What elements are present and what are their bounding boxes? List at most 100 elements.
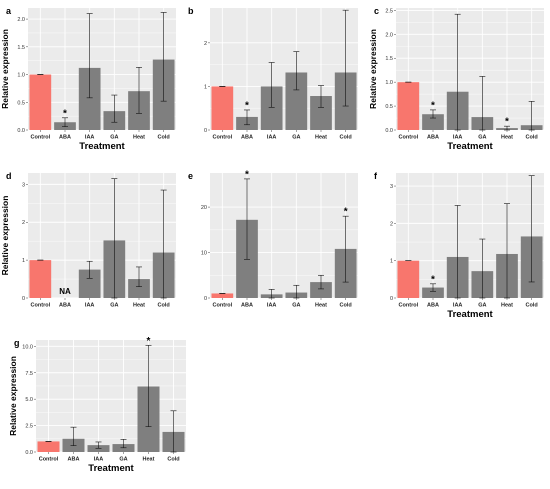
category-label: Control — [399, 135, 419, 141]
category-label: ABA — [241, 135, 253, 141]
category-label: IAA — [85, 303, 95, 309]
y-tick-label: 2 — [390, 221, 393, 227]
error-bar-heat — [145, 344, 152, 427]
category-label: Control — [31, 303, 51, 309]
y-tick-label: 10 — [201, 251, 207, 257]
y-tick-label: 1 — [22, 258, 25, 264]
y-tick-label: 1 — [390, 259, 393, 265]
y-tick-label: 2.5 — [385, 8, 393, 14]
category-label: ABA — [68, 457, 80, 463]
category-label: Cold — [167, 457, 179, 463]
plot-background — [396, 173, 544, 298]
error-bar-heat — [136, 67, 142, 114]
y-tick-label: 0 — [390, 296, 393, 302]
panel-letter: d — [6, 171, 12, 181]
error-bar-heat — [136, 266, 142, 287]
bar-control — [29, 260, 52, 298]
x-axis-title: Treatment — [88, 463, 134, 474]
y-tick-label: 10.0 — [22, 344, 33, 350]
panel-g: 0.0 2.5 5.0 7.5 10.0 * Control ABA IAA GA Heat Cold… — [8, 336, 186, 474]
bar-control — [211, 293, 234, 298]
bar-aba — [422, 114, 444, 130]
y-tick-label: 2.5 — [25, 424, 33, 430]
error-bar-aba — [430, 109, 436, 119]
bar-control — [29, 74, 52, 130]
bar-iaa — [78, 67, 101, 130]
category-label: ABA — [59, 303, 71, 309]
error-bar-heat — [318, 274, 324, 290]
significance-star: * — [344, 207, 348, 218]
category-label: ABA — [427, 135, 439, 141]
panel-d: 0 1 2 3 NA Control ABA IAA GA Heat Cold d Relative e… — [0, 171, 176, 309]
error-bar-aba — [244, 109, 250, 126]
category-label: Heat — [143, 457, 155, 463]
y-tick-label: 3 — [390, 184, 393, 190]
y-tick-label: 2.0 — [385, 32, 393, 38]
panel-e: 0 10 20 * * Control ABA IAA GA Heat Cold e — [188, 169, 358, 309]
error-bar-cold — [342, 9, 349, 107]
y-axis-title: Relative expression — [8, 356, 18, 436]
y-axis-title: Relative expression — [368, 29, 378, 109]
category-label: IAA — [267, 303, 277, 309]
x-axis-title: Treatment — [447, 141, 493, 152]
error-bar-aba — [62, 117, 68, 127]
error-bar-cold — [160, 12, 167, 102]
y-tick-label: 0.0 — [17, 128, 25, 134]
error-bar-cold — [528, 175, 535, 283]
error-bar-iaa — [95, 441, 102, 449]
category-label: Control — [39, 457, 59, 463]
bar-control — [397, 82, 420, 130]
plot-background — [28, 173, 176, 298]
y-tick-label: 3 — [22, 182, 25, 188]
category-label: Heat — [501, 303, 513, 309]
error-bar-heat — [318, 85, 324, 108]
y-tick-label: 1 — [204, 84, 207, 90]
significance-star: * — [147, 336, 151, 347]
plot-background — [36, 340, 186, 452]
panel-letter: g — [14, 338, 20, 348]
error-bar-iaa — [86, 260, 93, 279]
category-label: Heat — [315, 135, 327, 141]
bar-ga — [285, 72, 308, 130]
error-bar-ga — [111, 94, 118, 123]
y-tick-label: 2.0 — [17, 17, 25, 23]
y-tick-label: 1.5 — [385, 56, 393, 62]
y-tick-label: 2 — [204, 41, 207, 47]
error-bar-aba — [70, 426, 77, 446]
y-tick-label: 1.0 — [17, 73, 25, 79]
category-label: Cold — [340, 303, 352, 309]
category-label: GA — [292, 303, 300, 309]
y-tick-label: 0 — [204, 296, 207, 302]
y-tick-label: 2 — [22, 220, 25, 226]
panel-letter: b — [188, 6, 194, 16]
y-tick-label: 0 — [22, 296, 25, 302]
error-bar-ga — [293, 51, 300, 91]
panel-letter: c — [374, 6, 379, 16]
plot-background — [396, 8, 544, 130]
y-tick-label: 0.0 — [25, 450, 33, 456]
category-label: Cold — [158, 303, 170, 309]
x-axis-title: Treatment — [79, 141, 125, 152]
category-label: ABA — [241, 303, 253, 309]
error-bar-aba — [430, 283, 436, 292]
y-tick-label: 20 — [201, 205, 207, 211]
significance-star: * — [431, 274, 435, 285]
category-label: ABA — [59, 135, 71, 141]
category-label: Control — [213, 303, 233, 309]
bar-iaa — [260, 86, 283, 130]
category-label: Control — [399, 303, 419, 309]
panel-f: 0 1 2 3 * Control ABA IAA GA Heat Cold f Treatment — [374, 171, 544, 320]
bar-heat — [310, 282, 332, 298]
plot-background — [210, 8, 358, 130]
category-label: GA — [110, 135, 118, 141]
y-tick-label: 0.0 — [385, 128, 393, 134]
x-axis-title: Treatment — [447, 309, 493, 320]
significance-star: * — [505, 117, 509, 128]
y-tick-label: 1.0 — [385, 80, 393, 86]
significance-star: * — [245, 169, 249, 180]
panel-letter: e — [188, 171, 193, 181]
category-label: IAA — [267, 135, 277, 141]
category-label: IAA — [453, 303, 463, 309]
panel-b: 0 1 2 * Control ABA IAA GA Heat Cold b — [188, 6, 358, 141]
